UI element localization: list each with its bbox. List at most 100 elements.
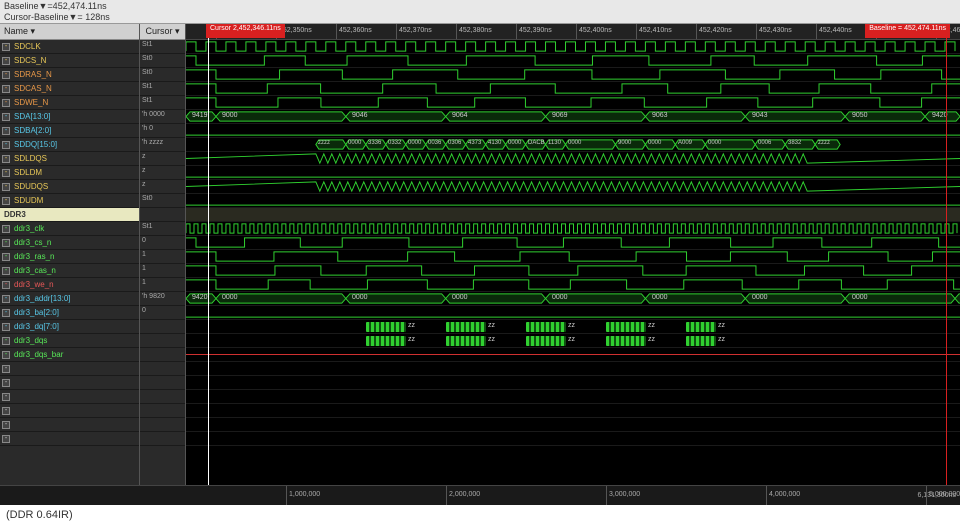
signal-name-row[interactable]: -ddr3_ba[2:0] <box>0 306 139 320</box>
wave-row[interactable] <box>186 124 960 138</box>
expand-icon[interactable]: - <box>2 379 10 387</box>
expand-icon[interactable]: - <box>2 337 10 345</box>
signal-name-row[interactable]: - <box>0 362 139 376</box>
cursor-marker-line[interactable] <box>208 24 209 485</box>
wave-row[interactable] <box>186 278 960 292</box>
signal-name-row[interactable]: -SDDQ[15:0] <box>0 138 139 152</box>
baseline-flag-right[interactable]: Baseline = 452,474.11ns <box>865 24 950 38</box>
baseline-marker-line[interactable] <box>946 24 947 485</box>
expand-icon[interactable]: - <box>2 323 10 331</box>
signal-name-row[interactable]: -ddr3_dqs <box>0 334 139 348</box>
expand-icon[interactable]: - <box>2 85 10 93</box>
wave-row[interactable]: zzzz000033360332000000360306437341300000… <box>186 138 960 152</box>
wave-row[interactable] <box>186 40 960 54</box>
expand-icon[interactable]: - <box>2 407 10 415</box>
signal-name-row[interactable]: -SDA[13:0] <box>0 110 139 124</box>
wave-row[interactable] <box>186 418 960 432</box>
wave-row[interactable] <box>186 152 960 166</box>
bus-value: zzzz <box>818 140 830 146</box>
signal-name-row[interactable]: -SDUDM <box>0 194 139 208</box>
signal-name-row[interactable]: -SDCAS_N <box>0 82 139 96</box>
expand-icon[interactable]: - <box>2 267 10 275</box>
expand-icon[interactable]: - <box>2 141 10 149</box>
signal-name-row[interactable]: -ddr3_dq[7:0] <box>0 320 139 334</box>
time-ruler[interactable]: 452,340ns452,350ns452,360ns452,370ns452,… <box>186 24 960 40</box>
expand-icon[interactable]: - <box>2 435 10 443</box>
wave-row[interactable] <box>186 180 960 194</box>
wave-row[interactable] <box>186 264 960 278</box>
wave-row[interactable]: zzzzzzzzzz <box>186 320 960 334</box>
name-column-header[interactable]: Name ▾ <box>0 24 139 40</box>
signal-name-row[interactable]: -ddr3_addr[13:0] <box>0 292 139 306</box>
wave-row[interactable] <box>186 194 960 208</box>
signal-group-row[interactable]: DDR3 <box>0 208 139 222</box>
wave-row[interactable] <box>186 82 960 96</box>
signal-name-row[interactable]: -SDWE_N <box>0 96 139 110</box>
wave-row[interactable] <box>186 432 960 446</box>
expand-icon[interactable]: - <box>2 183 10 191</box>
expand-icon[interactable]: - <box>2 225 10 233</box>
data-burst <box>526 322 566 332</box>
expand-icon[interactable]: - <box>2 169 10 177</box>
wave-row[interactable] <box>186 250 960 264</box>
wave-row[interactable]: zzzzzzzzzz <box>186 334 960 348</box>
wave-row[interactable] <box>186 54 960 68</box>
wave-row[interactable] <box>186 362 960 376</box>
signal-name-row[interactable]: -ddr3_cs_n <box>0 236 139 250</box>
overview-ruler[interactable]: 6,131,300ns 1,000,0002,000,0003,000,0004… <box>0 485 960 505</box>
expand-icon[interactable]: - <box>2 309 10 317</box>
time-tick: 452,430ns <box>756 24 792 39</box>
wave-row[interactable] <box>186 222 960 236</box>
expand-icon[interactable]: - <box>2 365 10 373</box>
expand-icon[interactable]: - <box>2 113 10 121</box>
signal-name-row[interactable]: - <box>0 404 139 418</box>
signal-name-row[interactable]: - <box>0 390 139 404</box>
expand-icon[interactable]: - <box>2 351 10 359</box>
signal-name-row[interactable]: -ddr3_we_n <box>0 278 139 292</box>
expand-icon[interactable]: - <box>2 253 10 261</box>
wave-row[interactable] <box>186 236 960 250</box>
waveform-area[interactable]: Cursor 2,452,346.11ns Baseline = 452,474… <box>186 24 960 485</box>
wave-row[interactable] <box>186 306 960 320</box>
signal-name-row[interactable]: -SDLDQS <box>0 152 139 166</box>
cursor-column-header[interactable]: Cursor ▾ <box>140 24 185 40</box>
waveform-rows[interactable]: 941990009046906490699063904390509420 zzzz… <box>186 40 960 446</box>
signal-name-row[interactable]: -SDBA[2:0] <box>0 124 139 138</box>
signal-name-row[interactable]: -ddr3_dqs_bar <box>0 348 139 362</box>
signal-name-row[interactable]: -SDCS_N <box>0 54 139 68</box>
wave-row[interactable]: 942000000000000000000000000000009043 <box>186 292 960 306</box>
signal-name-row[interactable]: -SDRAS_N <box>0 68 139 82</box>
signal-name-row[interactable]: -ddr3_cas_n <box>0 264 139 278</box>
expand-icon[interactable]: - <box>2 43 10 51</box>
expand-icon[interactable]: - <box>2 57 10 65</box>
wave-row[interactable]: 941990009046906490699063904390509420 <box>186 110 960 124</box>
expand-icon[interactable]: - <box>2 281 10 289</box>
wave-row[interactable] <box>186 68 960 82</box>
expand-icon[interactable]: - <box>2 99 10 107</box>
expand-icon[interactable]: - <box>2 295 10 303</box>
cursor-value: z <box>140 166 185 180</box>
expand-icon[interactable]: - <box>2 127 10 135</box>
expand-icon[interactable]: - <box>2 197 10 205</box>
cursor-flag-left[interactable]: Cursor 2,452,346.11ns <box>206 24 285 38</box>
signal-name-row[interactable]: -SDLDM <box>0 166 139 180</box>
wave-row[interactable] <box>186 404 960 418</box>
signal-name-row[interactable]: -ddr3_clk <box>0 222 139 236</box>
expand-icon[interactable]: - <box>2 393 10 401</box>
signal-name-row[interactable]: -SDUDQS <box>0 180 139 194</box>
signal-name-row[interactable]: - <box>0 376 139 390</box>
wave-row[interactable] <box>186 376 960 390</box>
expand-icon[interactable]: - <box>2 155 10 163</box>
signal-name-row[interactable]: -SDCLK <box>0 40 139 54</box>
wave-row[interactable] <box>186 166 960 180</box>
wave-row[interactable] <box>186 96 960 110</box>
wave-row[interactable] <box>186 208 960 222</box>
signal-name-row[interactable]: -ddr3_ras_n <box>0 250 139 264</box>
wave-row[interactable] <box>186 390 960 404</box>
signal-name-row[interactable]: - <box>0 432 139 446</box>
expand-icon[interactable]: - <box>2 71 10 79</box>
signal-name-row[interactable]: - <box>0 418 139 432</box>
expand-icon[interactable]: - <box>2 421 10 429</box>
wave-row[interactable] <box>186 348 960 362</box>
expand-icon[interactable]: - <box>2 239 10 247</box>
